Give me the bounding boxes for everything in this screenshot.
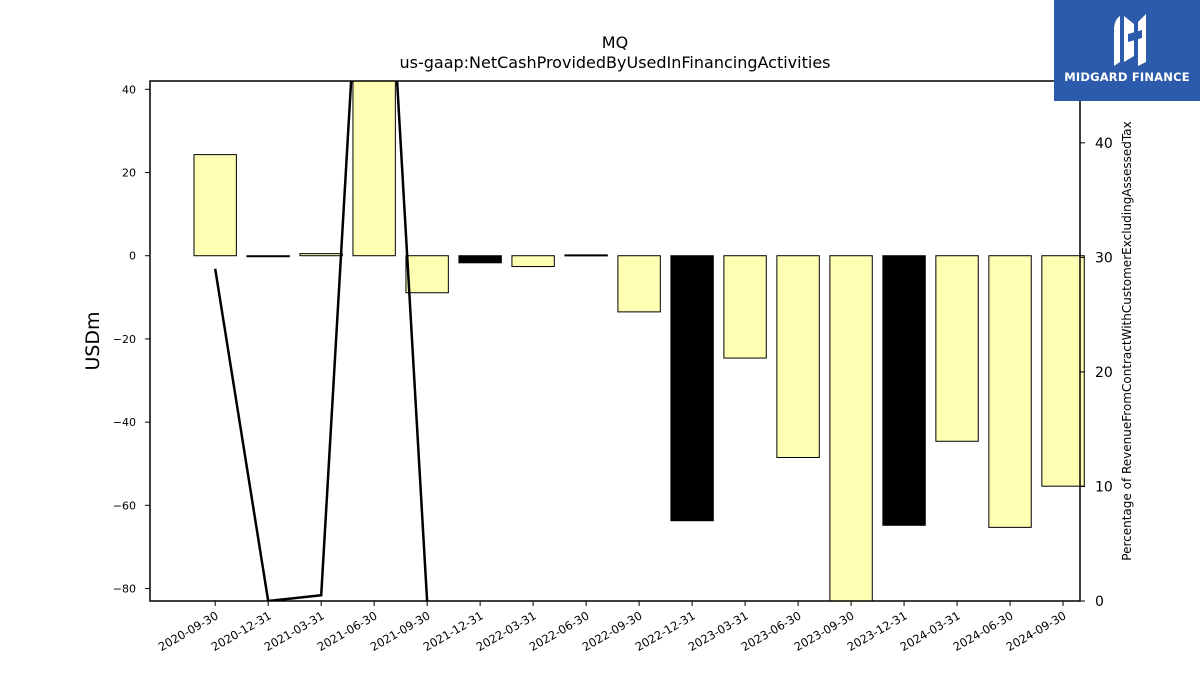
y-axis-ticks: 40 20 0 −20 −40 −60 −80 [113,83,150,596]
bar [352,80,396,257]
x-tick-label: 2024-09-30 [1004,608,1069,654]
y2-tick-label: 0 [1095,594,1104,610]
y-axis-label: USDm [82,311,104,370]
bar [458,255,502,264]
bar [988,255,1032,528]
bar [723,255,767,359]
y-tick-label: 20 [122,167,136,180]
bar [299,253,343,257]
bar [935,255,979,442]
bar [829,255,873,602]
bar [776,255,820,458]
bar [617,255,661,313]
y2-tick-label: 20 [1095,365,1113,381]
bar [882,255,926,526]
y2-tick-label: 10 [1095,479,1113,495]
y2-tick-label: 40 [1095,136,1113,152]
bar-series [193,80,1085,602]
bar [193,154,237,257]
y-tick-label: −80 [113,583,136,596]
bar [564,254,608,257]
logo-text: MIDGARD FINANCE [1064,70,1190,84]
y2-axis-label: Percentage of RevenueFromContractWithCus… [1120,121,1134,560]
y-tick-label: −20 [113,333,136,346]
bar [405,255,449,294]
series-line [213,81,429,601]
bar [670,255,714,522]
chart-title: MQ [602,33,628,52]
y-tick-label: 40 [122,83,136,96]
y-tick-label: −60 [113,499,136,512]
y2-axis-ticks: 40 30 20 10 0 [1080,136,1113,610]
x-axis-ticks: 2020-09-302020-12-312021-03-312021-06-30… [156,601,1069,654]
bar [1041,255,1085,487]
y-tick-label: 0 [129,250,136,263]
line-series [213,81,429,601]
y-tick-label: −40 [113,416,136,429]
plot-frame [149,80,1081,602]
brand-logo: MIDGARD FINANCE [1054,0,1200,101]
midgard-finance-logo-icon [1114,14,1146,66]
bar [511,255,555,268]
y2-tick-label: 30 [1095,250,1113,266]
bar [246,255,290,258]
chart-subtitle: us-gaap:NetCashProvidedByUsedInFinancing… [399,53,830,72]
